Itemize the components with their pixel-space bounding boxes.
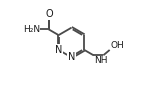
Text: NH: NH: [94, 56, 107, 65]
Text: O: O: [45, 9, 53, 19]
Text: N: N: [68, 52, 75, 62]
Text: N: N: [55, 45, 62, 55]
Text: H₂N: H₂N: [23, 25, 40, 34]
Text: OH: OH: [110, 41, 124, 50]
